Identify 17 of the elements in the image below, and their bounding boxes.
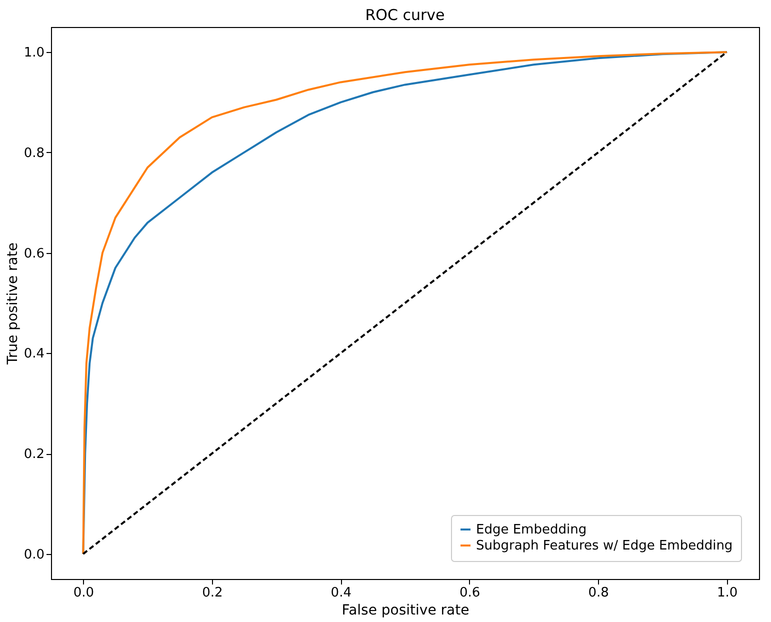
x-tick-label: 0.4 <box>330 586 352 600</box>
x-tick-label: 0.6 <box>460 586 480 600</box>
x-tick-label: 1.0 <box>716 586 738 600</box>
chart-title: ROC curve <box>365 6 445 24</box>
x-axis-title: False positive rate <box>342 602 470 618</box>
x-tick-label: 0.8 <box>588 586 609 600</box>
y-tick-label: 0.2 <box>24 447 44 462</box>
y-axis-title: True positive rate <box>4 242 21 366</box>
y-tick-label: 0.0 <box>24 547 44 562</box>
y-tick-label: 0.6 <box>24 246 44 262</box>
x-tick-label: 0.2 <box>202 586 223 600</box>
x-tick-label: 0.0 <box>73 586 94 600</box>
y-tick-label: 0.4 <box>24 346 44 362</box>
y-tick-label: 1.0 <box>24 46 44 61</box>
legend-label: Edge Embedding <box>476 522 587 538</box>
y-tick-label: 0.8 <box>24 146 44 161</box>
legend-label: Subgraph Features w/ Edge Embedding <box>476 538 733 554</box>
